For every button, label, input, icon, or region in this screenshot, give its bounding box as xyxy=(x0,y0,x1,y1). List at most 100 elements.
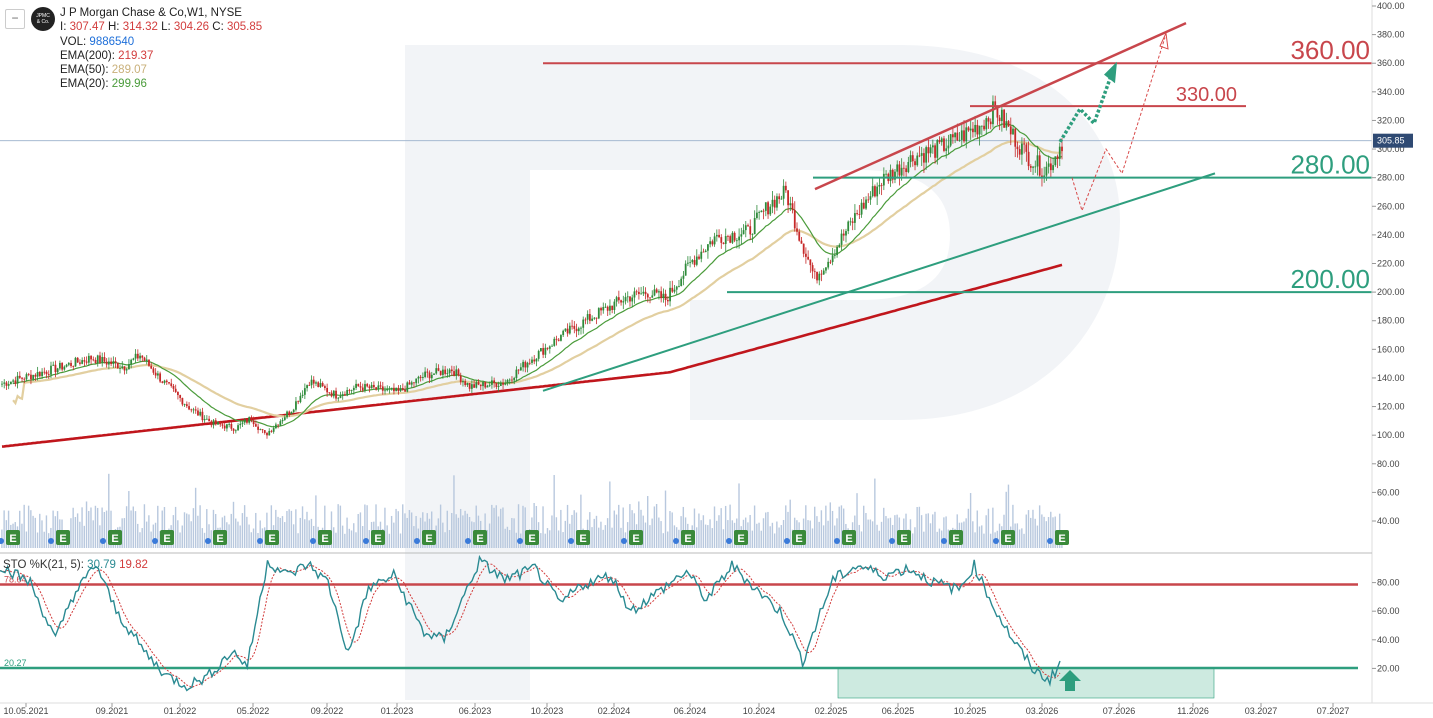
candle-body xyxy=(275,424,277,429)
candle-body xyxy=(426,371,429,373)
candle-body xyxy=(99,355,101,363)
candle-body xyxy=(773,199,776,208)
volume-bar xyxy=(134,511,137,548)
candle-body xyxy=(845,231,847,236)
candle-body xyxy=(943,138,945,151)
candle-body xyxy=(1029,166,1032,168)
volume-bar xyxy=(1038,505,1041,548)
candle-body xyxy=(372,384,375,388)
time-tick-label: 07.2027 xyxy=(1317,706,1350,716)
candle-body xyxy=(210,421,213,426)
volume-bar xyxy=(629,504,631,548)
volume-bar xyxy=(834,525,836,548)
candle-body xyxy=(288,411,291,415)
candle-body xyxy=(299,395,302,403)
candle-body xyxy=(644,291,647,295)
support-trendline xyxy=(542,172,1216,392)
candle-body xyxy=(542,348,545,355)
candle-body xyxy=(116,362,119,369)
candle-body xyxy=(386,388,389,391)
volume-bar xyxy=(263,527,266,548)
candle-body xyxy=(678,285,680,287)
dividend-dot xyxy=(834,538,840,544)
candle-body xyxy=(985,118,988,130)
candle-body xyxy=(905,168,908,173)
dividend-dot xyxy=(993,538,999,544)
price-tick-label: 220.00 xyxy=(1377,259,1405,269)
up-arrow-icon xyxy=(1059,670,1081,691)
candle-body xyxy=(967,127,970,131)
candle-body xyxy=(669,287,671,302)
candle-body xyxy=(938,140,941,143)
volume-bar xyxy=(947,529,950,548)
volume-bar xyxy=(566,504,569,548)
volume-bar xyxy=(41,520,43,548)
volume-bar xyxy=(1030,517,1032,548)
candle-body xyxy=(891,169,894,180)
candle-body xyxy=(208,418,211,422)
earnings-label: E xyxy=(425,533,432,545)
volume-bar xyxy=(324,505,326,548)
candle-body xyxy=(406,382,409,392)
candle-body xyxy=(789,203,792,206)
candle-body xyxy=(976,124,979,135)
volume-bar xyxy=(25,531,28,548)
candle-body xyxy=(18,375,21,378)
volume-bar xyxy=(1043,516,1045,548)
candle-body xyxy=(513,378,516,381)
price-tick-label: 120.00 xyxy=(1377,402,1405,412)
volume-bar xyxy=(248,524,250,548)
candle-body xyxy=(1061,146,1063,152)
volume-bar xyxy=(731,520,734,548)
candle-body xyxy=(649,297,651,299)
collapse-legend-button[interactable]: − xyxy=(5,9,25,29)
candle-body xyxy=(992,101,994,125)
time-tick-label: 09.2022 xyxy=(311,706,344,716)
candle-body xyxy=(34,374,37,377)
candle-body xyxy=(23,378,26,380)
candle-body xyxy=(606,306,609,311)
volume-bar xyxy=(963,521,965,548)
volume-bar xyxy=(876,524,878,548)
level-label-330.00: 330.00 xyxy=(1176,84,1237,106)
candle-body xyxy=(780,198,783,200)
candle-body xyxy=(666,300,669,302)
volume-bar xyxy=(337,504,339,548)
candle-body xyxy=(491,380,493,385)
level-label-200.00: 200.00 xyxy=(1290,264,1370,294)
candle-body xyxy=(377,385,380,390)
candle-body xyxy=(185,404,188,407)
volume-bar xyxy=(435,525,437,548)
candle-body xyxy=(515,369,518,379)
candle-body xyxy=(914,161,916,166)
volume-bar xyxy=(511,518,513,548)
candle-body xyxy=(148,359,150,366)
candle-body xyxy=(956,132,959,141)
volume-bar xyxy=(602,529,604,548)
candle-body xyxy=(163,380,166,383)
volume-bar xyxy=(618,504,620,548)
candle-body xyxy=(499,382,502,386)
volume-bar xyxy=(186,513,188,548)
candle-body xyxy=(90,355,92,360)
time-tick-label: 01.2022 xyxy=(164,706,197,716)
volume-bar xyxy=(609,481,611,548)
candle-body xyxy=(829,261,832,263)
volume-bar xyxy=(867,519,869,548)
volume-bar xyxy=(375,504,377,548)
volume-bar xyxy=(237,521,239,548)
volume-bar xyxy=(7,510,10,548)
candle-body xyxy=(312,379,315,384)
candle-body xyxy=(168,382,170,384)
candle-body xyxy=(170,383,173,386)
earnings-label: E xyxy=(321,533,328,545)
candle-body xyxy=(43,371,46,373)
ema50-value: 289.07 xyxy=(111,64,147,77)
volume-bar xyxy=(292,524,295,548)
volume-bar xyxy=(718,515,720,548)
candle-body xyxy=(261,429,264,431)
candle-body xyxy=(849,221,852,223)
candle-body xyxy=(41,371,43,377)
